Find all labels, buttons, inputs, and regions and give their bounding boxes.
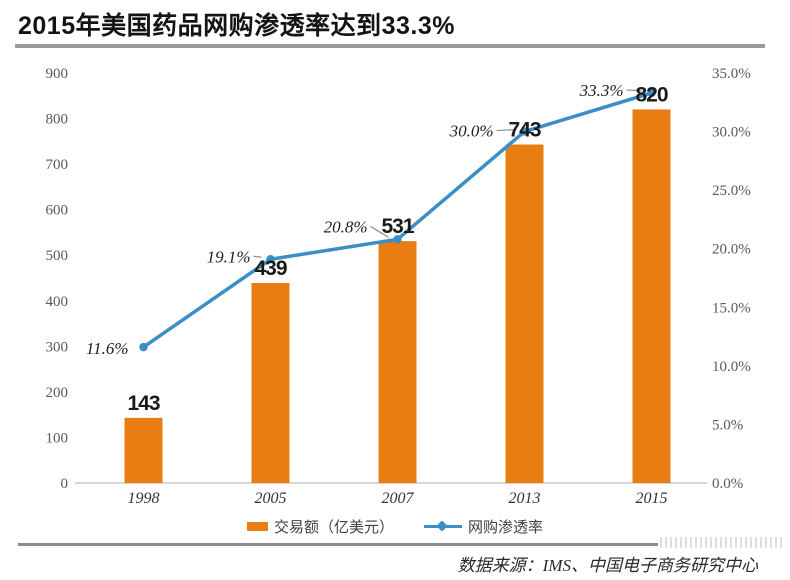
- leader-line: [626, 89, 643, 92]
- data-source-note: 数据来源：IMS、中国电子商务研究中心: [457, 556, 758, 575]
- pct-label: 20.8%: [324, 217, 368, 236]
- left-axis-tick: 0: [61, 476, 69, 492]
- leader-line: [496, 128, 516, 132]
- right-axis-tick: 15.0%: [712, 300, 751, 316]
- left-axis-tick: 500: [46, 248, 69, 264]
- data-point-marker: [266, 255, 275, 264]
- right-axis-tick: 30.0%: [712, 125, 751, 141]
- left-axis-tick: 700: [46, 157, 69, 173]
- right-axis-tick: 5.0%: [712, 417, 743, 433]
- legend-item-line: 网购渗透率: [424, 516, 543, 537]
- footer-divider: [18, 543, 658, 546]
- pct-label: 11.6%: [86, 339, 129, 358]
- data-point-marker: [139, 342, 148, 352]
- right-axis-tick: 35.0%: [712, 66, 751, 82]
- legend-bar-label: 交易额（亿美元）: [273, 518, 394, 536]
- data-point-marker: [393, 235, 402, 244]
- legend-item-bar: 交易额（亿美元）: [246, 516, 394, 537]
- chart-canvas: 0 100 200 300 400 500 600 700 800 900 0.0% 5.0% 10.0…: [46, 66, 751, 507]
- pct-label: 33.3%: [579, 81, 624, 100]
- x-axis-label: 2005: [255, 490, 287, 507]
- watermark: [660, 537, 785, 548]
- right-axis-tick: 0.0%: [712, 476, 743, 492]
- left-axis-tick: 900: [46, 66, 69, 82]
- left-axis-tick: 600: [46, 203, 69, 219]
- left-axis-tick: 400: [46, 294, 69, 310]
- bar: [632, 109, 671, 483]
- data-point-marker: [647, 88, 656, 98]
- x-axis-label: 2013: [509, 490, 541, 507]
- bar-swatch-icon: [246, 521, 268, 531]
- title-underline: [15, 44, 765, 48]
- bar: [505, 144, 544, 483]
- right-axis-tick: 10.0%: [712, 359, 751, 375]
- bar-value-label: 531: [381, 215, 414, 238]
- x-axis-label: 2007: [382, 490, 415, 507]
- legend-line-label: 网购渗透率: [468, 518, 544, 536]
- chart-legend: 交易额（亿美元） 网购渗透率: [0, 514, 790, 538]
- right-axis-tick: 25.0%: [712, 183, 751, 199]
- bar: [378, 241, 417, 483]
- bar: [124, 417, 163, 483]
- left-axis-tick: 200: [46, 385, 69, 401]
- bar-value-label: 439: [254, 257, 286, 280]
- leader-line: [253, 255, 262, 258]
- pct-label: 19.1%: [207, 247, 251, 266]
- pct-label: 30.0%: [449, 122, 494, 141]
- page-title: 2015年美国药品网购渗透率达到33.3%: [18, 12, 456, 40]
- bar-value-label: 743: [508, 119, 540, 142]
- right-axis-tick: 20.0%: [712, 242, 751, 258]
- data-point-marker: [520, 127, 529, 136]
- bar: [251, 283, 290, 483]
- line-swatch-icon: [424, 520, 462, 532]
- left-axis-tick: 100: [46, 430, 69, 446]
- x-axis-label: 2015: [636, 490, 668, 507]
- bar-value-label: 820: [635, 83, 667, 106]
- left-axis-tick: 300: [46, 339, 69, 355]
- left-axis-tick: 800: [46, 112, 69, 128]
- leader-line: [370, 225, 389, 238]
- x-axis-label: 1998: [128, 490, 160, 507]
- bar-value-label: 143: [127, 392, 159, 415]
